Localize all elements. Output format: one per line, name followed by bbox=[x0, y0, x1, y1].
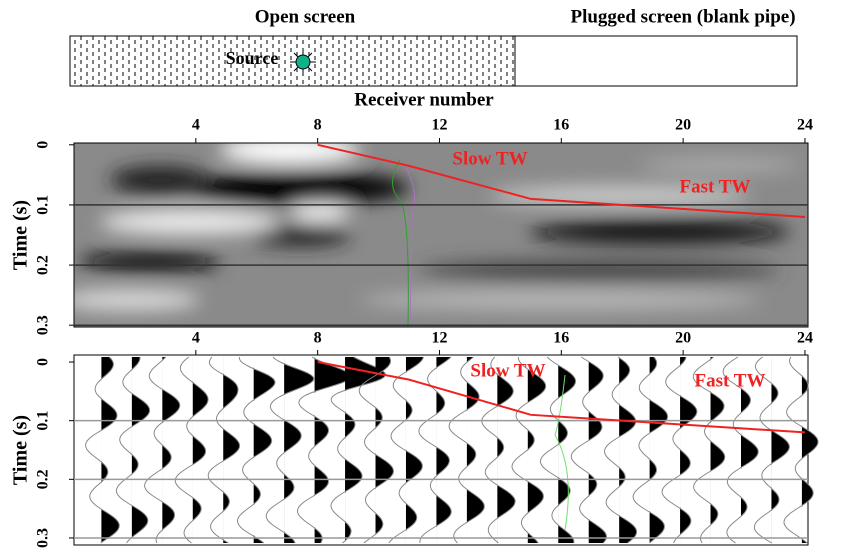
x-tick-label: 4 bbox=[192, 117, 200, 134]
y-tick-label: 0 bbox=[35, 141, 52, 149]
y-tick-label: 0.3 bbox=[35, 528, 52, 548]
open-screen-label: Open screen bbox=[255, 6, 356, 27]
y-axis-label: Time (s) bbox=[10, 200, 32, 270]
y-tick-label: 0.2 bbox=[35, 469, 52, 489]
x-tick-label: 16 bbox=[553, 117, 569, 134]
plugged-screen bbox=[515, 36, 797, 86]
y-axis-label: Time (s) bbox=[10, 415, 32, 485]
y-tick-label: 0.2 bbox=[35, 255, 52, 275]
x-tick-label: 24 bbox=[797, 117, 813, 134]
y-tick-label: 0.1 bbox=[35, 195, 52, 215]
annotation: Fast TW bbox=[680, 176, 751, 197]
seismic-image bbox=[60, 136, 808, 327]
y-tick-label: 0.3 bbox=[35, 315, 52, 335]
annotation: Slow TW bbox=[470, 360, 545, 381]
x-tick-label: 8 bbox=[314, 117, 322, 134]
y-tick-label: 0.1 bbox=[35, 411, 52, 431]
x-tick-label: 24 bbox=[797, 330, 813, 347]
x-tick-label: 16 bbox=[553, 330, 569, 347]
annotation: Slow TW bbox=[452, 148, 527, 169]
y-tick-label: 0 bbox=[35, 358, 52, 366]
x-tick-label: 20 bbox=[675, 330, 691, 347]
source-label: Source bbox=[226, 48, 279, 68]
x-axis-label: Receiver number bbox=[354, 89, 494, 110]
x-tick-label: 20 bbox=[675, 117, 691, 134]
annotation: Fast TW bbox=[695, 370, 766, 391]
plugged-screen-label: Plugged screen (blank pipe) bbox=[570, 6, 795, 27]
x-tick-label: 12 bbox=[431, 330, 447, 347]
figure: Open screen Plugged screen (blank pipe) … bbox=[0, 0, 842, 548]
x-tick-label: 8 bbox=[314, 330, 322, 347]
x-tick-label: 4 bbox=[192, 330, 200, 347]
open-screen bbox=[70, 36, 515, 86]
x-tick-label: 12 bbox=[431, 117, 447, 134]
